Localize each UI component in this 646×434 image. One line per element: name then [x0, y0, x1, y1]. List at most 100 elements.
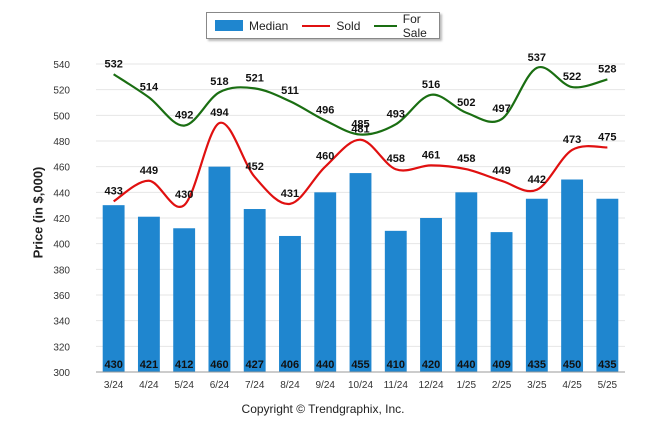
for-sale-data-label: 532 [104, 58, 122, 70]
y-tick-label: 500 [53, 111, 70, 122]
median-data-label: 450 [563, 359, 581, 371]
median-data-label: 412 [175, 359, 193, 371]
median-data-label: 460 [210, 359, 228, 371]
median-data-label: 427 [246, 359, 264, 371]
x-tick-label: 3/25 [527, 380, 547, 391]
for-sale-data-label: 502 [457, 97, 475, 109]
median-bar [314, 192, 337, 372]
for-sale-data-label: 485 [351, 119, 369, 131]
median-bar [490, 232, 513, 372]
sold-data-label: 433 [104, 185, 122, 197]
x-tick-label: 12/24 [419, 380, 444, 391]
legend-item-for-sale[interactable]: For Sale [374, 12, 439, 40]
legend-label-median: Median [249, 18, 289, 33]
copyright-text: Copyright © Trendgraphix, Inc. [241, 402, 405, 416]
median-data-label: 435 [598, 359, 616, 371]
sold-data-label: 460 [316, 151, 334, 163]
sold-data-label: 494 [210, 107, 229, 119]
sold-data-label: 461 [422, 149, 440, 161]
price-lines [113, 65, 608, 209]
for-sale-data-label: 522 [563, 71, 581, 83]
median-bar [208, 166, 231, 372]
sold-data-label: 475 [598, 131, 616, 143]
for-sale-data-label: 516 [422, 79, 440, 91]
median-data-label: 420 [422, 359, 440, 371]
sold-line [113, 121, 608, 209]
for-sale-data-label: 528 [598, 63, 616, 75]
for-sale-data-label: 492 [175, 110, 193, 122]
legend: Median Sold For Sale [206, 12, 440, 40]
for-sale-data-label: 514 [140, 81, 159, 93]
x-tick-label: 6/24 [210, 380, 230, 391]
y-tick-label: 340 [53, 317, 70, 328]
x-tick-label: 8/24 [280, 380, 300, 391]
legend-label-sold: Sold [336, 18, 361, 33]
sold-data-label: 481 [351, 124, 369, 136]
for-sale-data-label: 511 [281, 85, 299, 97]
legend-item-median[interactable]: Median [215, 19, 288, 33]
for-sale-line [113, 65, 608, 136]
x-tick-label: 7/24 [245, 380, 265, 391]
for-sale-data-label: 537 [528, 52, 546, 64]
median-bar [137, 216, 160, 372]
median-bar [561, 179, 584, 372]
legend-label-for-sale: For Sale [402, 11, 427, 40]
median-bar [173, 228, 196, 372]
sold-data-label: 458 [457, 153, 475, 165]
y-tick-label: 520 [53, 86, 70, 97]
y-tick-label: 400 [53, 240, 70, 251]
sold-data-label: 458 [387, 153, 405, 165]
median-data-label: 435 [528, 359, 546, 371]
x-tick-label: 4/24 [139, 380, 159, 391]
sold-data-label: 431 [281, 188, 299, 200]
y-tick-label: 480 [53, 137, 70, 148]
for-sale-data-label: 497 [492, 103, 510, 115]
median-data-label: 455 [351, 359, 369, 371]
sold-data-label: 449 [140, 165, 158, 177]
for-sale-data-label: 518 [210, 76, 228, 88]
median-bar [243, 209, 266, 372]
median-data-label: 440 [457, 359, 475, 371]
median-bar [279, 235, 301, 372]
median-bar [455, 192, 478, 372]
median-data-label: 430 [104, 359, 122, 371]
median-bar [596, 198, 619, 372]
y-tick-label: 420 [53, 214, 70, 225]
median-data-label: 440 [316, 359, 334, 371]
y-tick-label: 300 [53, 368, 70, 379]
x-tick-label: 1/25 [457, 380, 477, 391]
y-tick-label: 460 [53, 163, 70, 174]
legend-swatch-sold [302, 24, 331, 27]
x-tick-label: 11/24 [384, 380, 409, 391]
x-tick-label: 5/25 [598, 380, 618, 391]
legend-item-sold[interactable]: Sold [302, 19, 360, 33]
sold-data-label: 442 [528, 174, 546, 186]
median-bar [420, 218, 442, 372]
median-data-label: 406 [281, 359, 299, 371]
x-tick-label: 3/24 [104, 380, 124, 391]
median-data-label: 410 [387, 359, 405, 371]
x-tick-label: 5/24 [174, 380, 194, 391]
legend-swatch-for-sale [374, 24, 397, 27]
y-tick-label: 540 [53, 60, 70, 71]
sold-data-label: 430 [175, 189, 193, 201]
y-tick-label: 440 [53, 188, 70, 199]
x-tick-label: 4/25 [562, 380, 582, 391]
median-bar [349, 173, 372, 372]
median-data-label: 421 [140, 359, 158, 371]
median-bars [102, 166, 619, 372]
x-tick-label: 2/25 [492, 380, 512, 391]
x-tick-label: 9/24 [315, 380, 335, 391]
sold-data-label: 449 [492, 165, 510, 177]
y-axis-label: Price (in $,000) [30, 166, 46, 259]
median-bar [525, 198, 548, 372]
median-data-label: 409 [492, 359, 510, 371]
y-tick-label: 360 [53, 291, 70, 302]
axes: 300 320 340 360 380 400 420 440 460 480 500 520 540 3… [53, 60, 625, 391]
y-tick-label: 320 [53, 342, 70, 353]
median-bar [102, 205, 125, 372]
data-labels: 430 421 412 460 427 406 440 455 410 420 440 409 435 4… [104, 52, 616, 371]
for-sale-data-label: 521 [246, 72, 264, 84]
legend-swatch-median [215, 20, 243, 31]
